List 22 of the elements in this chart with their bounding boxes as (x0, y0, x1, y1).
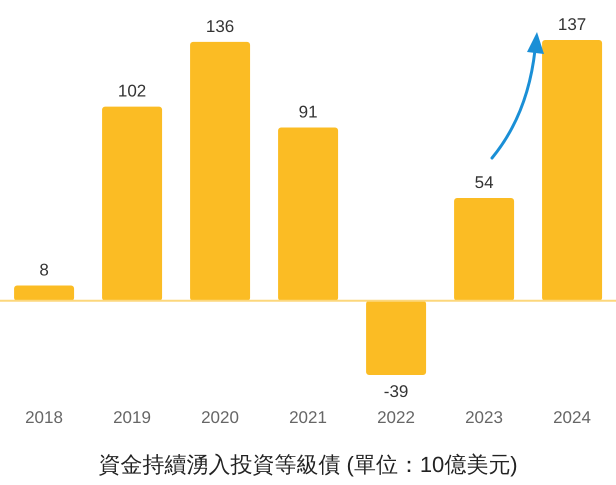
x-tick-label: 2019 (113, 408, 151, 428)
data-label: 8 (39, 260, 49, 280)
x-tick-label: 2024 (553, 408, 591, 428)
text: 資金持續湧入投資等級債 (單位：10億美元) (97, 451, 519, 479)
bar (366, 300, 426, 375)
data-label: -39 (384, 382, 408, 401)
data-label: 54 (474, 172, 494, 192)
x-tick-label: 2020 (201, 408, 239, 428)
data-label: 102 (118, 82, 146, 101)
x-tick-label: 2023 (465, 408, 503, 428)
bar (102, 106, 162, 301)
x-tick-label: 2021 (289, 408, 327, 428)
bar (190, 42, 250, 301)
bar (14, 286, 74, 301)
data-label: 91 (298, 102, 318, 122)
bar (542, 40, 602, 301)
bar (278, 128, 338, 301)
data-label: 137 (558, 15, 586, 34)
bar (454, 198, 514, 301)
x-tick-label: 2018 (25, 408, 63, 428)
data-label: 136 (206, 16, 234, 36)
x-tick-label: 2022 (377, 408, 415, 428)
